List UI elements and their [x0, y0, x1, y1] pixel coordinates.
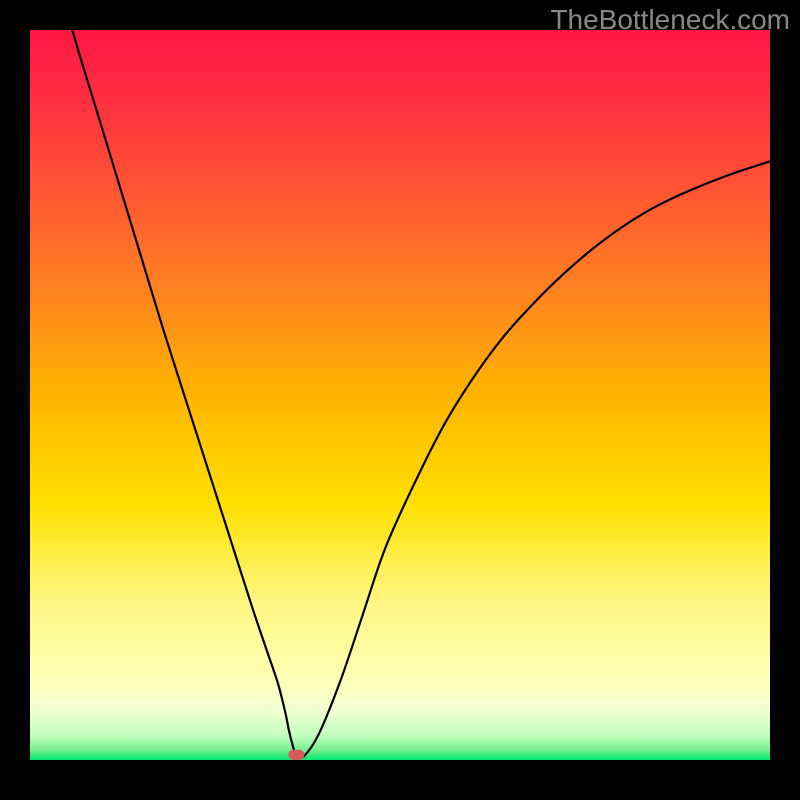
chart-container: TheBottleneck.com — [0, 0, 800, 800]
plot-gradient-background — [30, 30, 770, 760]
bottleneck-chart-svg — [0, 0, 800, 800]
optimal-point-marker — [288, 750, 304, 760]
